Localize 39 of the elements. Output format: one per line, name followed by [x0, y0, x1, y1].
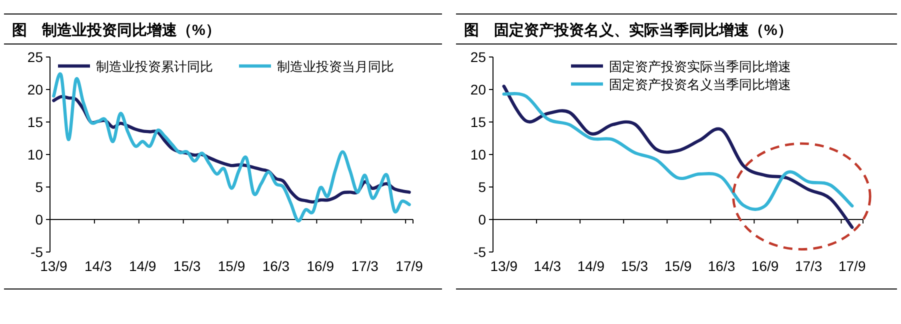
line-series — [52, 74, 411, 222]
x-tick-label: 14/3 — [84, 258, 112, 274]
x-tick-label: 15/3 — [620, 258, 648, 274]
legend-label: 制造业投资累计同比 — [96, 59, 213, 74]
y-tick-label: 15 — [27, 114, 44, 130]
x-tick-label: 15/3 — [173, 258, 201, 274]
y-tick-label: 25 — [27, 49, 44, 65]
y-tick-label: 15 — [470, 114, 486, 130]
y-tick-label: 5 — [478, 179, 486, 195]
x-tick-label: 14/3 — [534, 258, 562, 274]
chart-title: 图 制造业投资同比增速（%） — [12, 22, 220, 39]
chart-title: 图 固定资产投资名义、实际当季同比增速（%） — [464, 21, 792, 39]
x-tick-label: 13/9 — [40, 258, 68, 274]
x-tick-label: 16/3 — [262, 258, 290, 274]
y-tick-label: -5 — [30, 244, 44, 260]
legend-label: 固定资产投资名义当季同比增速 — [609, 77, 791, 92]
x-tick-label: 16/9 — [751, 258, 779, 274]
x-tick-label: 16/3 — [708, 258, 736, 274]
y-tick-label: 20 — [470, 82, 486, 98]
x-tick-label: 17/3 — [794, 258, 822, 274]
x-tick-label: 15/9 — [664, 258, 692, 274]
x-tick-label: 13/9 — [490, 258, 518, 274]
y-tick-label: 0 — [478, 212, 486, 228]
x-tick-label: 17/9 — [838, 258, 866, 274]
y-tick-label: 0 — [35, 212, 44, 228]
y-tick-label: -5 — [474, 244, 486, 260]
x-tick-label: 14/9 — [128, 258, 156, 274]
x-tick-label: 14/9 — [577, 258, 605, 274]
y-tick-label: 10 — [470, 146, 486, 162]
x-tick-label: 15/9 — [218, 258, 246, 274]
y-tick-label: 5 — [35, 179, 44, 195]
y-tick-label: 10 — [27, 146, 44, 162]
x-tick-label: 17/9 — [396, 258, 424, 274]
y-tick-label: 25 — [470, 49, 486, 65]
x-tick-label: 17/3 — [351, 258, 379, 274]
legend-label: 制造业投资当月同比 — [277, 59, 394, 74]
y-tick-label: 20 — [27, 82, 44, 98]
x-tick-label: 16/9 — [306, 258, 334, 274]
legend-label: 固定资产投资实际当季同比增速 — [609, 59, 791, 74]
